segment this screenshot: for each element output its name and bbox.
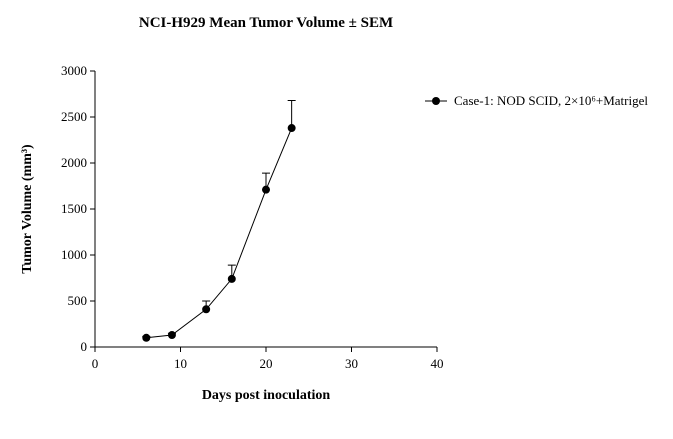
x-tick-label: 20 — [260, 356, 273, 371]
data-point — [167, 331, 176, 340]
y-axis-label: Tumor Volume (mm³) — [20, 144, 35, 274]
data-point — [202, 305, 211, 314]
chart-title: NCI-H929 Mean Tumor Volume ± SEM — [139, 15, 393, 31]
x-tick-label: 40 — [431, 356, 444, 371]
y-tick-label: 2500 — [61, 109, 87, 124]
data-point — [227, 274, 236, 283]
error-bar — [287, 99, 296, 129]
y-tick-label: 0 — [81, 339, 88, 354]
data-point — [287, 124, 296, 133]
y-tick-label: 3000 — [61, 63, 87, 78]
y-tick-label: 2000 — [61, 155, 87, 170]
y-tick-label: 1000 — [61, 247, 87, 262]
x-tick-label: 30 — [345, 356, 358, 371]
legend-label: Case-1: NOD SCID, 2×10⁶+Matrigel — [454, 93, 648, 108]
y-tick-label: 500 — [68, 293, 88, 308]
x-tick-label: 0 — [92, 356, 99, 371]
data-point — [142, 333, 151, 342]
legend-marker — [432, 97, 440, 105]
x-tick-label: 10 — [174, 356, 187, 371]
y-tick-label: 1500 — [61, 201, 87, 216]
x-axis-label: Days post inoculation — [202, 388, 331, 403]
series-line — [146, 127, 293, 339]
data-point — [262, 185, 270, 194]
